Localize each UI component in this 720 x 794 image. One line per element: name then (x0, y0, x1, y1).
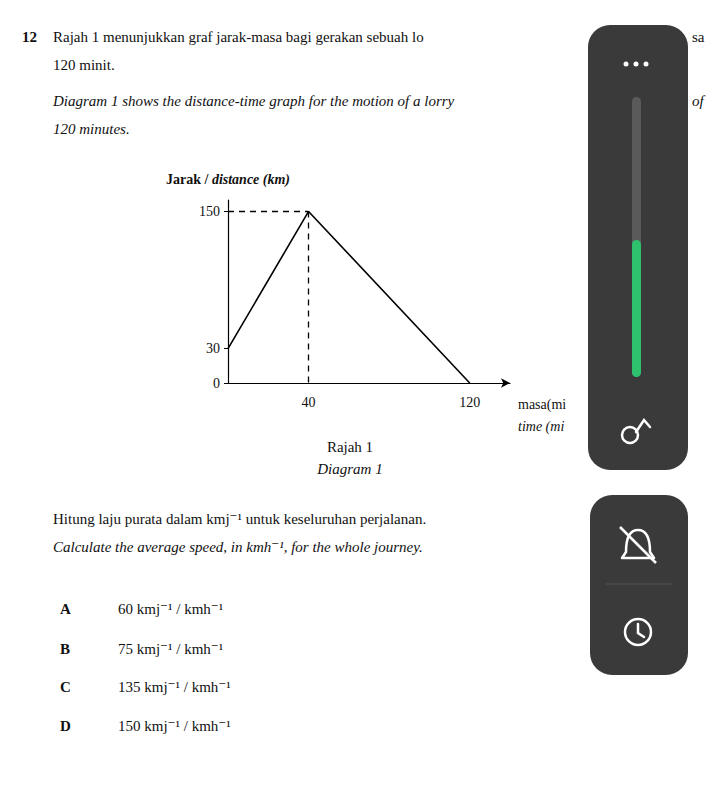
html-text:C: C (60, 679, 71, 695)
html-text:135 kmj⁻¹ / kmh⁻¹: 135 kmj⁻¹ / kmh⁻¹ (118, 679, 231, 695)
html-text:120 minutes.: 120 minutes. (53, 121, 130, 137)
svg-text:30: 30 (206, 341, 220, 356)
html-text:of: of (692, 93, 704, 109)
html-text:Rajah 1 menunjukkan graf jarak: Rajah 1 menunjukkan graf jarak-masa bagi… (53, 29, 424, 45)
svg-text:0: 0 (213, 376, 220, 391)
html-text:D: D (60, 718, 71, 734)
svg-text:150: 150 (199, 204, 220, 219)
html-text:Rajah 1: Rajah 1 (326, 439, 374, 455)
html-text:B: B (60, 641, 70, 657)
html-text:Diagram 1: Diagram 1 (317, 461, 383, 477)
svg-text:Jarak /: Jarak / (166, 172, 212, 187)
svg-text:120: 120 (459, 395, 480, 410)
svg-text:40: 40 (302, 395, 316, 410)
html-text:A: A (60, 601, 71, 617)
html-text:sa: sa (692, 29, 705, 45)
svg-text:distance (km): distance (km) (212, 172, 290, 188)
html-text:60 kmj⁻¹ / kmh⁻¹: 60 kmj⁻¹ / kmh⁻¹ (118, 601, 224, 617)
svg-text:masa(mi: masa(mi (518, 397, 566, 413)
html-text:12: 12 (22, 29, 37, 45)
html-text:Hitung laju purata dalam kmj⁻¹: Hitung laju purata dalam kmj⁻¹ untuk kes… (53, 511, 427, 527)
html-text:Calculate the average speed, i: Calculate the average speed, in kmh⁻¹, f… (53, 539, 423, 555)
html-text:120 minit.: 120 minit. (53, 57, 115, 73)
html-text:Diagram 1 shows the distance-t: Diagram 1 shows the distance-time graph … (53, 93, 455, 109)
html-text:75 kmj⁻¹ / kmh⁻¹: 75 kmj⁻¹ / kmh⁻¹ (118, 641, 224, 657)
svg-text:time (mi: time (mi (518, 419, 564, 435)
html-text:150 kmj⁻¹ / kmh⁻¹: 150 kmj⁻¹ / kmh⁻¹ (118, 718, 231, 734)
